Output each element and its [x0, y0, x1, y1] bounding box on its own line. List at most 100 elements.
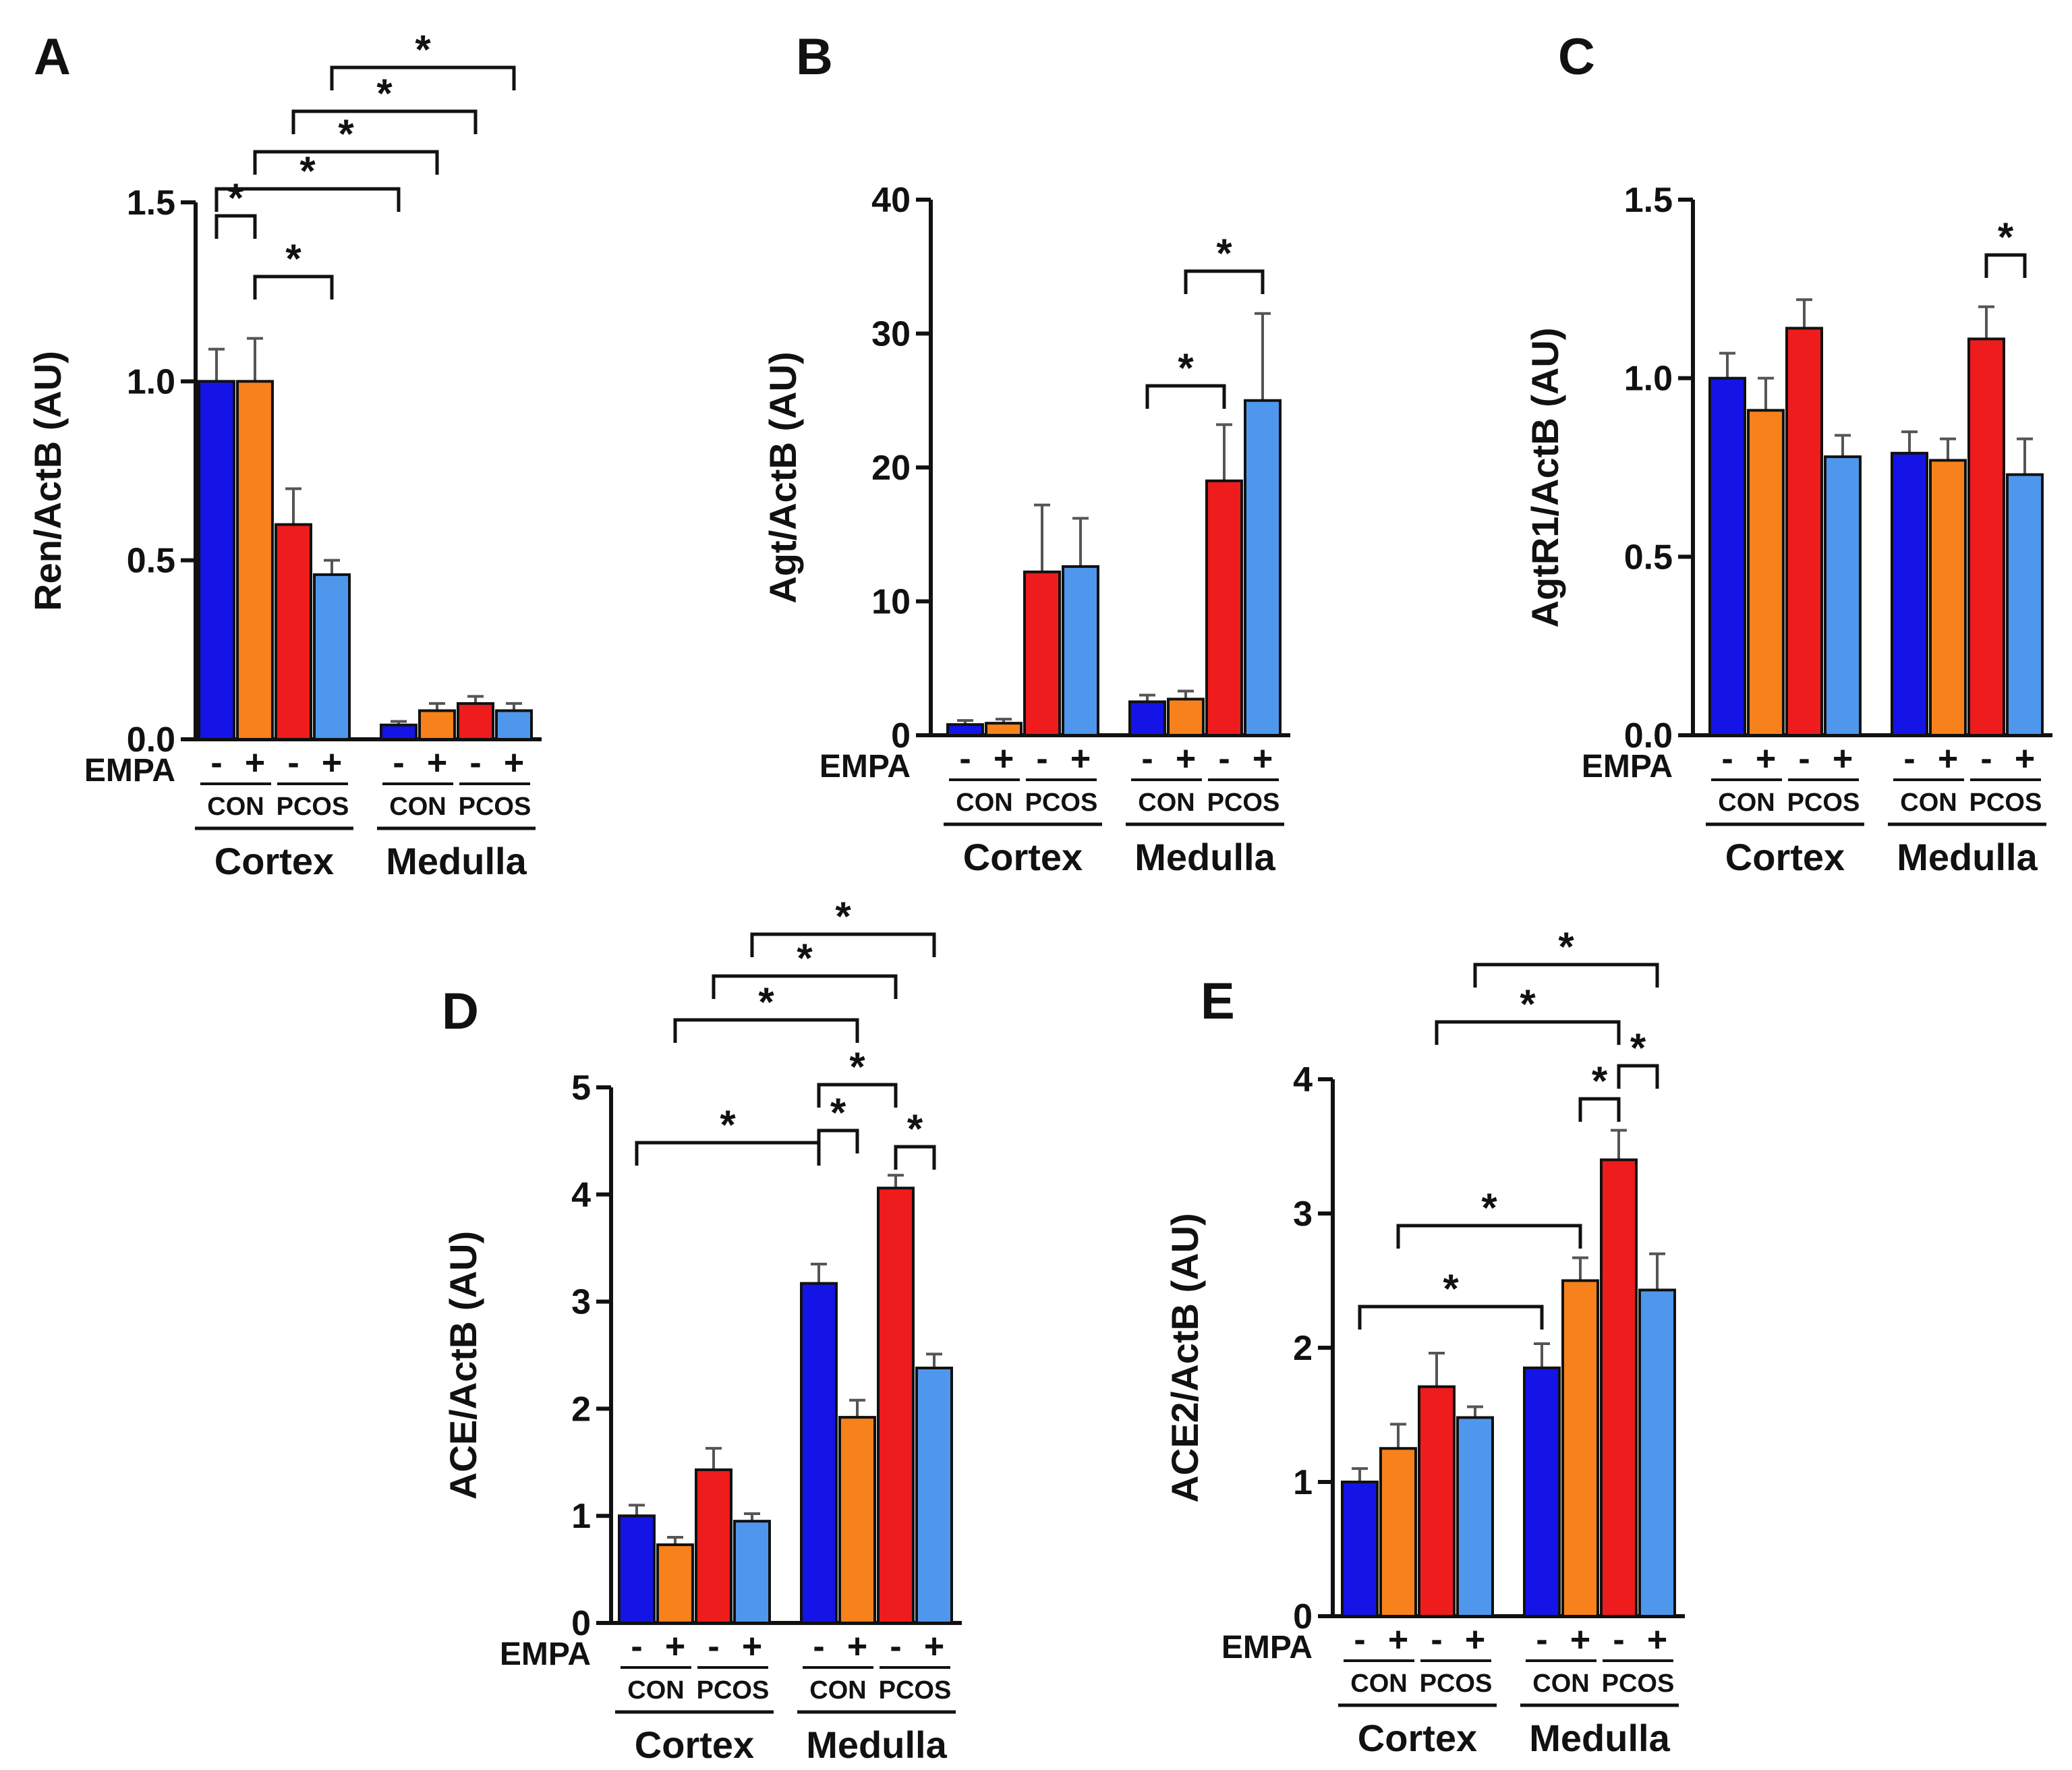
y-tick-label: 1.0	[127, 362, 175, 401]
significance-bracket	[750, 932, 936, 957]
con-label: CON	[1532, 1669, 1589, 1698]
bar-medulla-con-plus	[838, 1416, 876, 1624]
treatment-minus: -	[631, 1627, 642, 1666]
significance-star: *	[797, 936, 813, 981]
significance-bracket	[214, 187, 401, 212]
significance-star: *	[376, 71, 393, 116]
treatment-minus: -	[469, 743, 481, 782]
significance-star: *	[720, 1102, 736, 1147]
panel-label: C	[1558, 28, 1595, 86]
pcos-label: PCOS	[879, 1676, 952, 1705]
significance-star: *	[415, 27, 431, 72]
bar-medulla-pcos-plus	[1244, 399, 1282, 737]
bar-medulla-pcos-minus	[1600, 1158, 1638, 1618]
significance-bracket	[635, 1141, 821, 1166]
cortex-label: Cortex	[1358, 1717, 1477, 1759]
treatment-plus: +	[924, 1627, 944, 1666]
y-tick-label: 30	[871, 315, 911, 354]
y-tick-label: 5	[571, 1068, 591, 1108]
bar-cortex-con-minus	[1708, 376, 1746, 737]
bar-medulla-pcos-plus	[495, 709, 533, 741]
bar-cortex-pcos-minus	[275, 523, 312, 741]
bar-medulla-pcos-plus	[915, 1367, 953, 1625]
significance-bracket	[1984, 253, 2027, 278]
y-axis-label: AgtR1/ActB (AU)	[1524, 328, 1566, 628]
significance-bracket	[1578, 1097, 1621, 1122]
significance-bracket	[1184, 269, 1265, 294]
treatment-plus: +	[1070, 739, 1091, 778]
y-tick-label: 0	[1293, 1597, 1313, 1636]
bar-cortex-pcos-minus	[695, 1468, 732, 1625]
panel-label: E	[1201, 973, 1235, 1030]
medulla-label: Medulla	[1134, 836, 1275, 878]
bar-medulla-pcos-plus	[1638, 1288, 1676, 1618]
bar-cortex-con-plus	[656, 1543, 694, 1624]
bar-medulla-con-plus	[1561, 1279, 1599, 1618]
bar-medulla-con-minus	[380, 723, 418, 741]
treatment-plus: +	[847, 1627, 867, 1666]
bar-cortex-con-plus	[985, 722, 1023, 737]
bar-cortex-pcos-plus	[1824, 455, 1862, 737]
bar-cortex-pcos-plus	[1062, 565, 1099, 737]
con-label: CON	[809, 1676, 866, 1705]
treatment-plus: +	[1465, 1620, 1485, 1659]
panel-label: D	[442, 983, 479, 1040]
medulla-label: Medulla	[386, 840, 527, 882]
y-axis-label: ACE/ActB (AU)	[442, 1231, 484, 1500]
empa-label: EMPA	[1221, 1630, 1313, 1665]
y-axis-label: ACE2/ActB (AU)	[1163, 1213, 1206, 1502]
treatment-plus: +	[245, 743, 265, 782]
treatment-minus: -	[1613, 1620, 1624, 1659]
treatment-plus: +	[322, 743, 342, 782]
significance-star: *	[1481, 1185, 1497, 1230]
significance-star: *	[1520, 981, 1536, 1027]
significance-star: *	[907, 1106, 923, 1151]
y-tick-label: 2	[1293, 1329, 1313, 1368]
treatment-minus: -	[1036, 739, 1047, 778]
con-label: CON	[627, 1676, 684, 1705]
y-tick-label: 1.0	[1624, 360, 1673, 399]
bar-medulla-con-plus	[418, 709, 456, 741]
treatment-minus: -	[959, 739, 971, 778]
pcos-label: PCOS	[459, 793, 531, 821]
y-tick-label: 0.0	[1624, 716, 1673, 755]
medulla-label: Medulla	[806, 1723, 947, 1766]
bar-medulla-con-minus	[1128, 700, 1166, 737]
con-label: CON	[207, 793, 264, 821]
treatment-minus: -	[1141, 739, 1153, 778]
y-tick-label: 2	[571, 1390, 591, 1429]
significance-star: *	[1630, 1025, 1646, 1070]
bar-medulla-pcos-minus	[1967, 337, 2005, 737]
con-label: CON	[1718, 789, 1775, 817]
y-tick-label: 0.5	[1624, 538, 1673, 577]
treatment-plus: +	[1388, 1620, 1408, 1659]
significance-star: *	[1178, 345, 1194, 391]
significance-bracket	[673, 1018, 859, 1043]
significance-star: *	[285, 236, 301, 281]
treatment-plus: +	[1253, 739, 1273, 778]
treatment-minus: -	[1980, 739, 1992, 778]
significance-bracket	[712, 974, 898, 999]
treatment-plus: +	[1176, 739, 1196, 778]
con-label: CON	[1138, 789, 1195, 817]
y-tick-label: 10	[871, 583, 911, 622]
bar-medulla-pcos-minus	[877, 1187, 915, 1624]
bar-cortex-pcos-plus	[313, 573, 351, 741]
pcos-label: PCOS	[277, 793, 349, 821]
treatment-minus: -	[1721, 739, 1733, 778]
bar-medulla-con-minus	[800, 1282, 838, 1624]
significance-star: *	[835, 894, 851, 939]
significance-star: *	[849, 1044, 865, 1089]
bar-cortex-pcos-minus	[1023, 570, 1061, 737]
empa-label: EMPA	[84, 753, 175, 789]
significance-bracket	[817, 1083, 898, 1108]
treatment-minus: -	[813, 1627, 824, 1666]
y-tick-label: 0	[891, 716, 911, 755]
empa-label: EMPA	[1582, 749, 1673, 784]
treatment-plus: +	[1570, 1620, 1590, 1659]
y-tick-label: 20	[871, 449, 911, 488]
